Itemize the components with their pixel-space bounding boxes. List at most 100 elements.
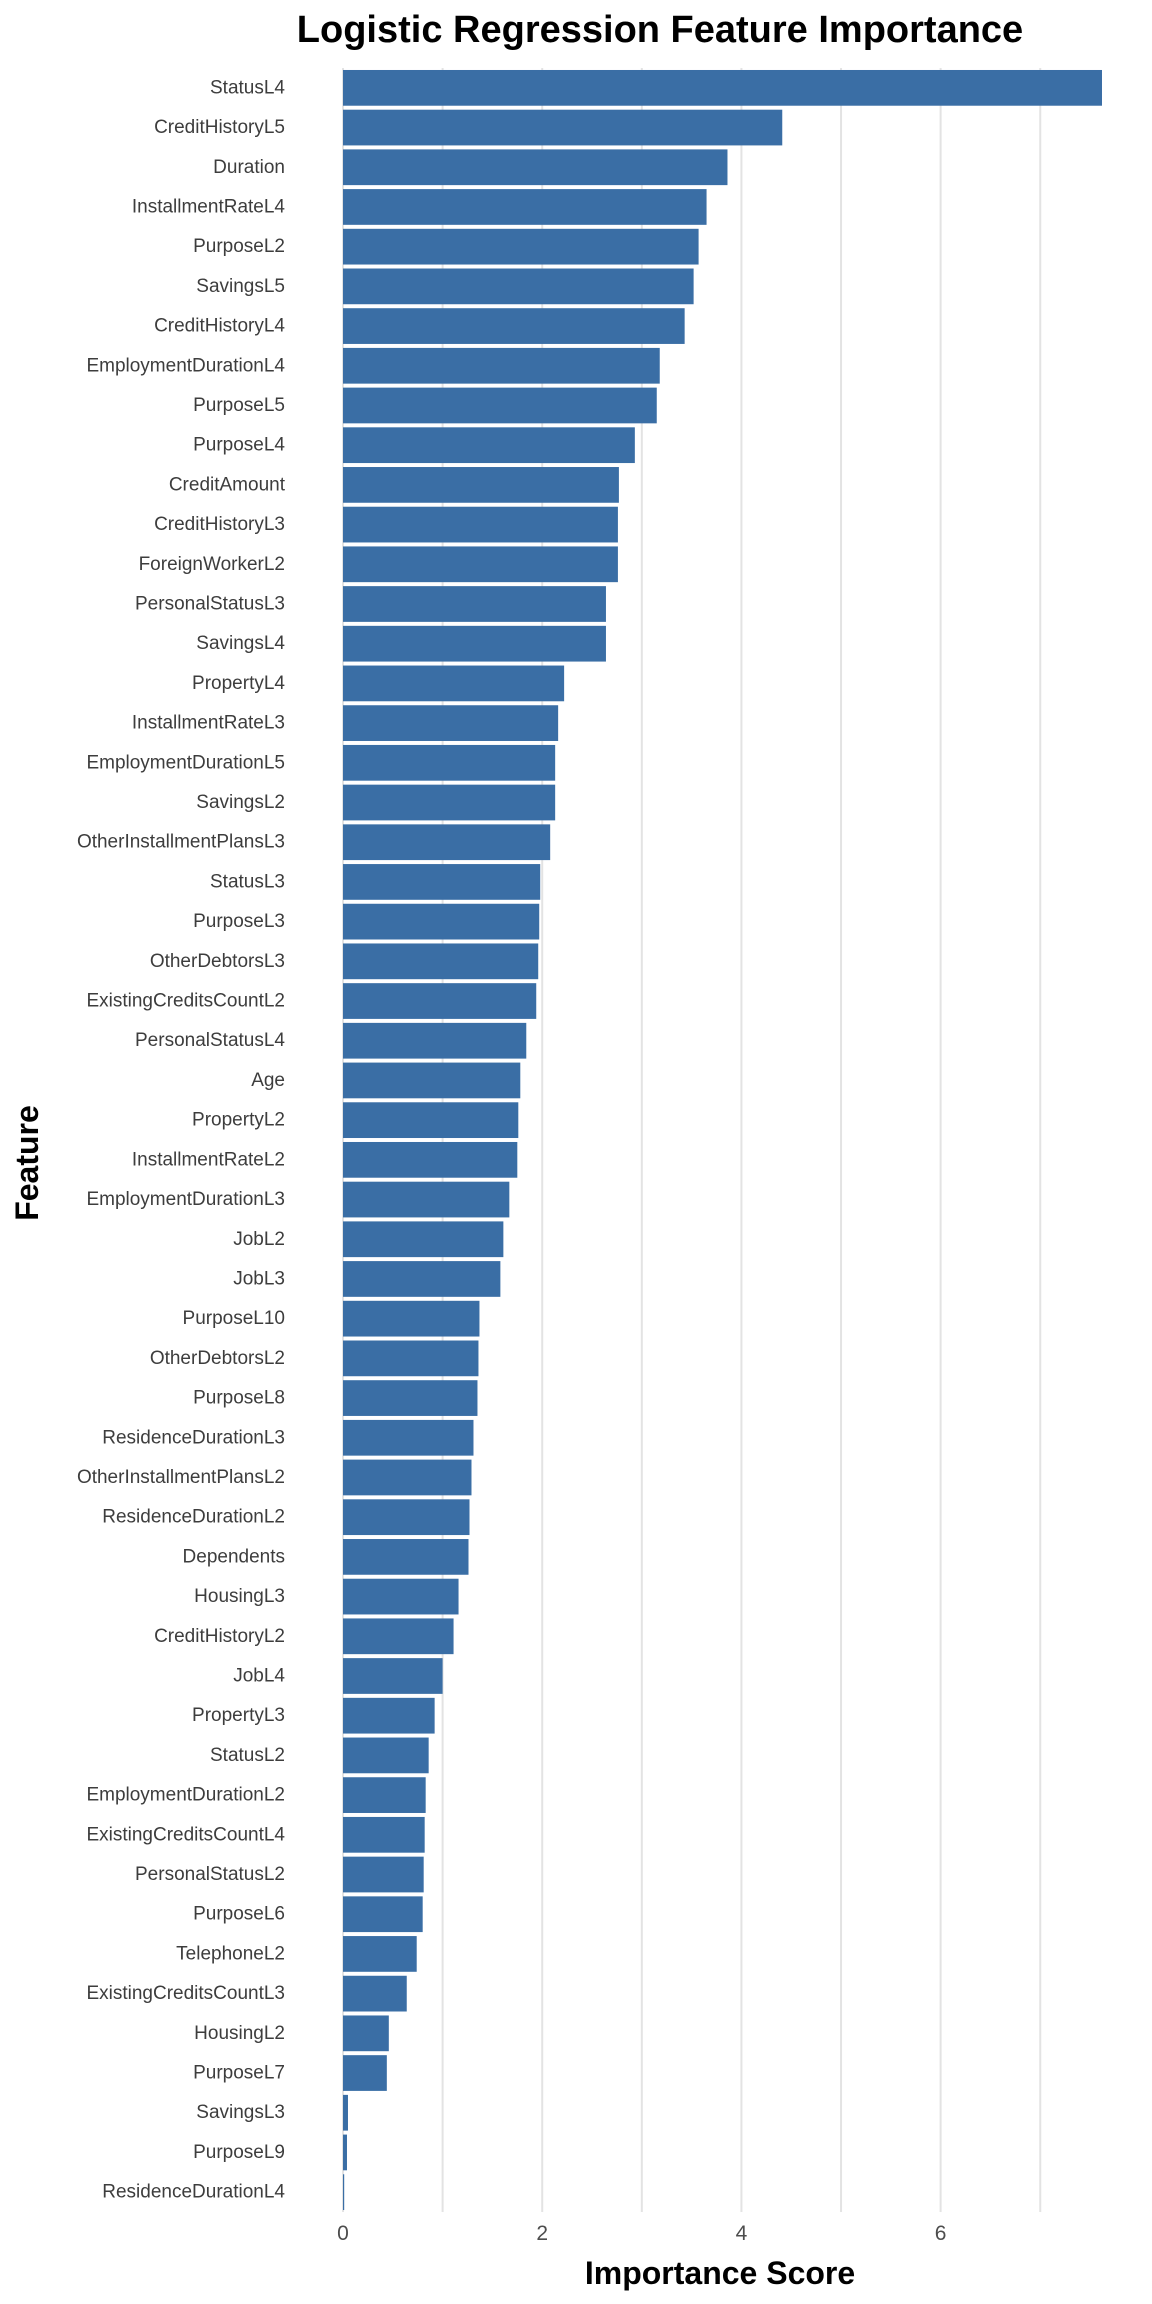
bar	[343, 824, 551, 861]
category-label: JobL4	[233, 1666, 285, 1687]
bar	[343, 1737, 429, 1774]
bar	[343, 1697, 435, 1734]
category-label: CreditAmount	[169, 474, 286, 495]
category-label: PropertyL4	[192, 673, 285, 694]
bar	[343, 268, 694, 305]
category-label: CreditHistoryL3	[154, 514, 285, 535]
bar	[343, 506, 618, 543]
category-label: PurposeL2	[193, 236, 285, 257]
category-label: PersonalStatusL2	[135, 1864, 285, 1885]
x-tick-labels: 0 2 4 6	[337, 2222, 946, 2245]
category-label: InstallmentRateL2	[132, 1149, 285, 1170]
category-label: PropertyL2	[192, 1110, 285, 1131]
category-label: PurposeL3	[193, 911, 285, 932]
category-label: CreditHistoryL4	[154, 316, 285, 337]
bar	[343, 1141, 518, 1178]
x-tick-label: 6	[935, 2222, 947, 2245]
category-label: Duration	[213, 157, 285, 178]
bar	[343, 427, 635, 464]
bar	[343, 1896, 423, 1933]
bar	[343, 308, 685, 344]
category-label: ExistingCreditsCountL4	[86, 1824, 285, 1845]
category-label: InstallmentRateL3	[132, 713, 285, 734]
bar	[343, 2055, 387, 2091]
bar	[343, 1856, 424, 1893]
category-label: EmploymentDurationL3	[86, 1189, 285, 1210]
bar	[343, 1261, 501, 1297]
x-tick-label: 2	[536, 2222, 548, 2245]
category-label: ResidenceDurationL2	[102, 1507, 285, 1528]
bar	[343, 1578, 459, 1615]
category-label: ResidenceDurationL4	[102, 2182, 285, 2203]
category-label: PurposeL7	[193, 2063, 285, 2084]
bar	[343, 149, 728, 186]
bar	[343, 2094, 348, 2131]
bar	[343, 2134, 347, 2171]
category-label: PurposeL10	[183, 1308, 285, 1329]
bar	[343, 1618, 454, 1655]
category-label: ExistingCreditsCountL2	[86, 991, 285, 1012]
category-label: ExistingCreditsCountL3	[86, 1983, 285, 2004]
category-label: StatusL2	[210, 1745, 285, 1766]
bars	[343, 69, 1102, 2211]
x-tick-label: 0	[337, 2222, 349, 2245]
bar	[343, 586, 606, 622]
bar	[343, 1062, 521, 1099]
category-label: OtherInstallmentPlansL3	[77, 832, 285, 853]
bar	[343, 189, 707, 225]
bar	[343, 784, 556, 821]
bar	[343, 903, 540, 940]
category-label: CreditHistoryL5	[154, 117, 285, 138]
category-label: HousingL2	[194, 2023, 285, 2044]
category-label: PurposeL4	[193, 435, 285, 456]
category-label: EmploymentDurationL2	[86, 1785, 285, 1806]
bar	[343, 665, 565, 702]
category-label: SavingsL4	[196, 633, 285, 654]
bar	[343, 347, 660, 384]
bar	[343, 109, 783, 146]
category-label: PurposeL8	[193, 1388, 285, 1409]
category-label: ResidenceDurationL3	[102, 1427, 285, 1448]
bar	[343, 69, 1102, 106]
category-label: Dependents	[183, 1546, 285, 1567]
category-label: PropertyL3	[192, 1705, 285, 1726]
category-label: Age	[251, 1070, 285, 1091]
category-label: StatusL4	[210, 77, 285, 98]
bar	[343, 1022, 527, 1059]
category-label: EmploymentDurationL5	[86, 752, 285, 773]
category-label: JobL3	[233, 1268, 285, 1289]
bar	[343, 943, 539, 980]
bar	[343, 705, 559, 741]
category-label: JobL2	[233, 1229, 285, 1250]
bar	[343, 1102, 519, 1139]
bar	[343, 864, 541, 900]
bar	[343, 1658, 443, 1694]
x-axis-title: Importance Score	[585, 2255, 855, 2291]
x-tick-label: 4	[736, 2222, 748, 2245]
category-label: SavingsL3	[196, 2102, 285, 2123]
bar	[343, 228, 699, 265]
category-label: PersonalStatusL4	[135, 1030, 285, 1051]
category-label: EmploymentDurationL4	[86, 355, 285, 376]
bar	[343, 1419, 474, 1456]
bar	[343, 1539, 469, 1575]
bar	[343, 1300, 480, 1337]
bar	[343, 1459, 472, 1496]
bar	[343, 546, 618, 583]
gridlines	[342, 68, 1042, 2212]
bar	[343, 387, 657, 424]
bar	[343, 983, 537, 1019]
category-label: StatusL3	[210, 871, 285, 892]
category-label: InstallmentRateL4	[132, 196, 286, 217]
bar	[343, 625, 606, 662]
category-label: PersonalStatusL3	[135, 594, 285, 615]
category-label: PurposeL5	[193, 395, 285, 416]
category-label: HousingL3	[194, 1586, 285, 1607]
category-label: OtherDebtorsL2	[150, 1348, 285, 1369]
bar	[343, 1340, 479, 1377]
category-labels: StatusL4 CreditHistoryL5 Duration Installme…	[77, 77, 286, 2202]
bar	[343, 1777, 426, 1813]
chart-title: Logistic Regression Feature Importance	[297, 9, 1023, 51]
